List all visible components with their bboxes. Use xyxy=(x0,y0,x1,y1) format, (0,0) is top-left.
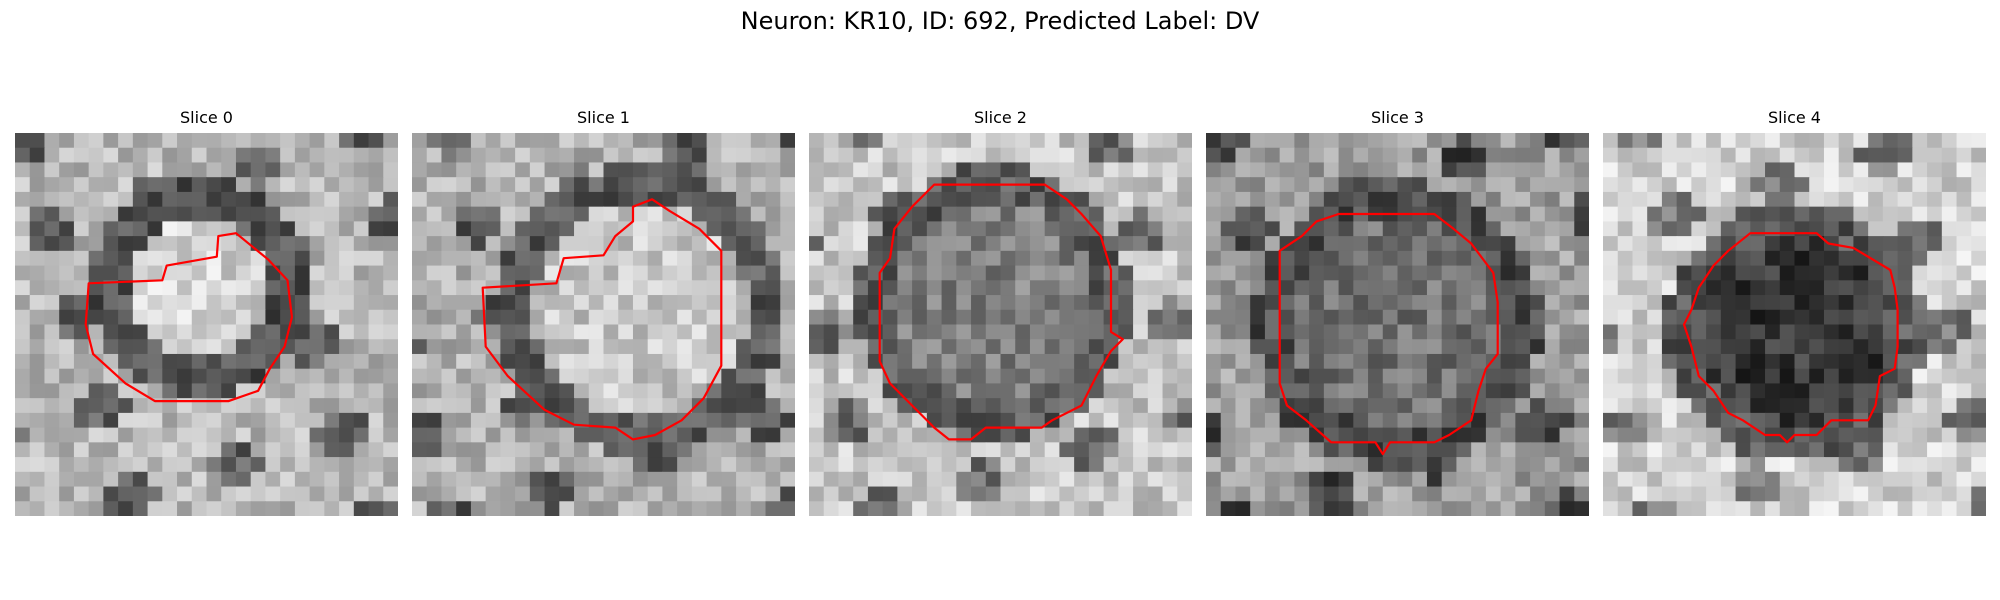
segmentation-contour xyxy=(84,232,293,403)
segmentation-contour xyxy=(1682,232,1899,444)
slice-title: Slice 4 xyxy=(1768,108,1821,127)
slice-panel-1: Slice 1 xyxy=(412,108,795,516)
segmentation-contour xyxy=(878,183,1124,441)
grayscale-pixels xyxy=(1603,133,1986,516)
slice-title: Slice 2 xyxy=(974,108,1027,127)
slice-pixel-grid xyxy=(1603,133,1986,516)
slice-title: Slice 3 xyxy=(1371,108,1424,127)
grayscale-pixels xyxy=(1206,133,1589,516)
slice-title: Slice 1 xyxy=(577,108,630,127)
slice-panel-2: Slice 2 xyxy=(809,108,1192,516)
slice-panel-0: Slice 0 xyxy=(15,108,398,516)
slice-pixel-grid xyxy=(15,133,398,516)
segmentation-contour xyxy=(1278,212,1499,456)
slice-image xyxy=(1206,133,1589,516)
grayscale-pixels xyxy=(412,133,795,516)
slice-title: Slice 0 xyxy=(180,108,233,127)
grayscale-pixels xyxy=(809,133,1192,516)
slice-panel-3: Slice 3 xyxy=(1206,108,1589,516)
slice-pixel-grid xyxy=(412,133,795,516)
slice-image xyxy=(412,133,795,516)
slice-image xyxy=(1603,133,1986,516)
figure-title: Neuron: KR10, ID: 692, Predicted Label: … xyxy=(740,7,1260,35)
slice-image xyxy=(15,133,398,516)
slice-pixel-grid xyxy=(809,133,1192,516)
slice-panel-4: Slice 4 xyxy=(1603,108,1986,516)
grayscale-pixels xyxy=(15,133,398,516)
segmentation-contour xyxy=(481,198,723,441)
slice-image xyxy=(809,133,1192,516)
slice-pixel-grid xyxy=(1206,133,1589,516)
